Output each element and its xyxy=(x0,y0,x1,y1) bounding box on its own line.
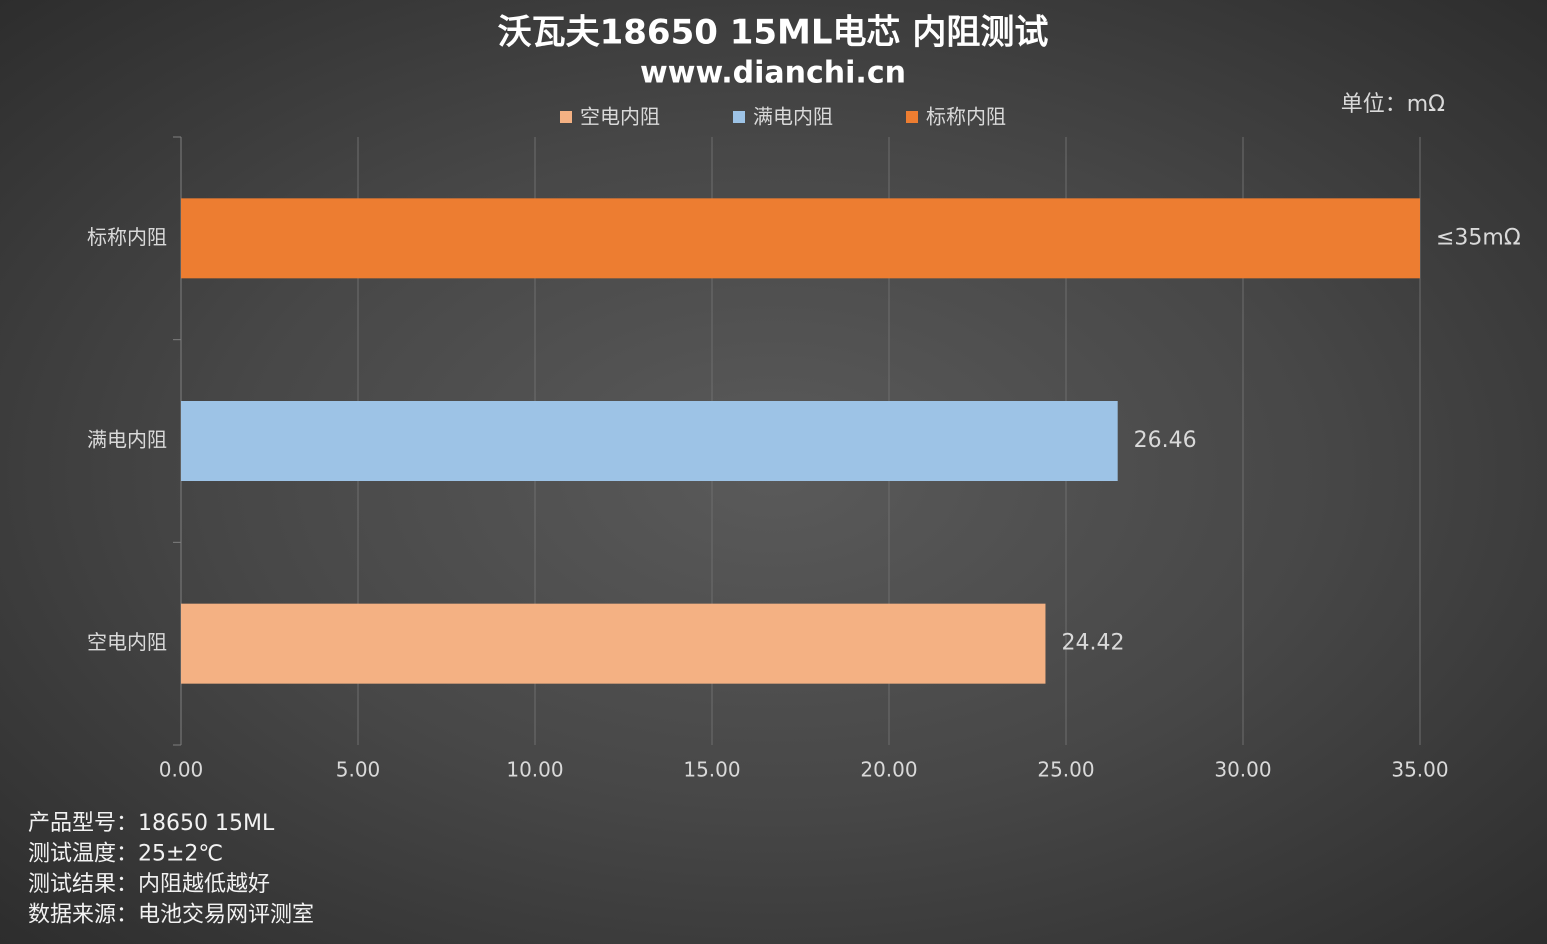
legend-label: 满电内阻 xyxy=(753,105,833,129)
x-tick-label: 0.00 xyxy=(159,758,204,782)
y-tick-label: 空电内阻 xyxy=(87,630,167,654)
note: 数据来源：电池交易网评测室 xyxy=(28,903,314,928)
x-tick-label: 5.00 xyxy=(336,758,381,782)
legend-marker xyxy=(560,111,572,123)
x-tick-label: 10.00 xyxy=(506,758,563,782)
data-label: ≤35mΩ xyxy=(1436,225,1521,250)
x-tick-label: 20.00 xyxy=(860,758,917,782)
bar xyxy=(181,603,1046,684)
bar xyxy=(181,198,1420,279)
legend-marker xyxy=(906,111,918,123)
y-tick-label: 满电内阻 xyxy=(87,428,167,452)
x-tick-label: 15.00 xyxy=(683,758,740,782)
note: 产品型号：18650 15ML xyxy=(28,811,275,836)
unit-label: 单位：mΩ xyxy=(1341,92,1445,117)
y-tick-label: 标称内阻 xyxy=(87,225,167,249)
x-tick-label: 30.00 xyxy=(1214,758,1271,782)
x-tick-label: 25.00 xyxy=(1037,758,1094,782)
data-label: 24.42 xyxy=(1061,631,1124,656)
x-tick-label: 35.00 xyxy=(1391,758,1448,782)
chart-title: 沃瓦夫18650 15ML电芯 内阻测试 xyxy=(498,13,1049,53)
legend-marker xyxy=(733,111,745,123)
chart-subtitle: www.dianchi.cn xyxy=(640,56,906,91)
note: 测试温度：25±2℃ xyxy=(28,842,223,867)
note: 测试结果：内阻越低越好 xyxy=(28,872,270,897)
legend-label: 空电内阻 xyxy=(580,105,660,129)
data-label: 26.46 xyxy=(1134,428,1197,453)
legend-label: 标称内阻 xyxy=(926,105,1006,129)
bar xyxy=(181,401,1118,481)
